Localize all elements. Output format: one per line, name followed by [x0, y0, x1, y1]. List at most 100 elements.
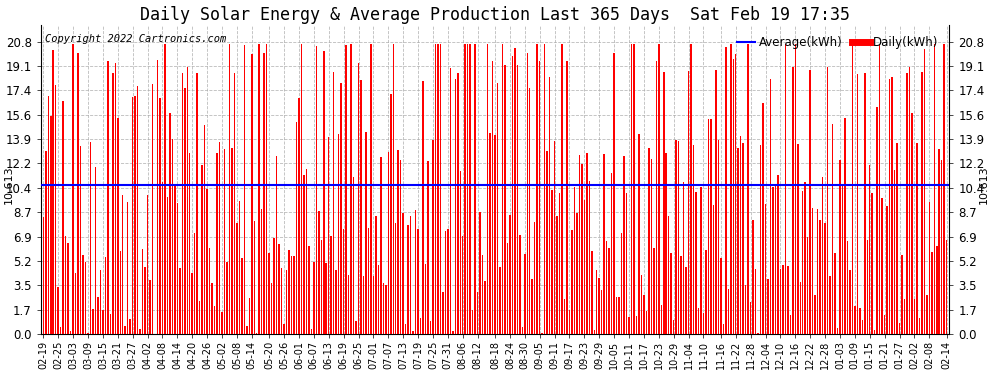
Bar [380, 157, 381, 334]
Bar [80, 146, 81, 334]
Bar [166, 197, 168, 334]
Bar [318, 211, 320, 334]
Bar [219, 142, 220, 334]
Bar [85, 262, 86, 334]
Bar [744, 285, 746, 334]
Bar [514, 48, 516, 334]
Bar [742, 143, 743, 334]
Bar [842, 186, 843, 334]
Bar [288, 250, 290, 334]
Bar [901, 255, 903, 334]
Bar [772, 188, 774, 334]
Bar [759, 145, 761, 334]
Bar [445, 231, 446, 334]
Bar [678, 141, 679, 334]
Bar [127, 202, 129, 334]
Bar [306, 169, 307, 334]
Bar [777, 175, 779, 334]
Bar [184, 88, 185, 334]
Bar [645, 310, 647, 334]
Bar [787, 266, 789, 334]
Bar [537, 44, 538, 334]
Bar [239, 201, 241, 334]
Bar [754, 269, 756, 334]
Bar [105, 257, 106, 334]
Bar [336, 270, 337, 334]
Bar [268, 253, 270, 334]
Bar [110, 314, 111, 334]
Bar [382, 283, 384, 334]
Bar [703, 313, 704, 334]
Bar [889, 79, 890, 334]
Bar [896, 144, 898, 334]
Bar [563, 298, 565, 334]
Bar [532, 279, 533, 334]
Bar [402, 213, 404, 334]
Bar [298, 98, 300, 334]
Bar [438, 44, 439, 334]
Bar [55, 85, 56, 334]
Bar [770, 79, 771, 334]
Bar [810, 70, 811, 334]
Bar [296, 122, 297, 334]
Bar [115, 63, 116, 334]
Bar [851, 44, 853, 334]
Bar [472, 310, 473, 334]
Bar [924, 50, 925, 334]
Bar [251, 54, 252, 334]
Bar [362, 276, 364, 334]
Bar [911, 113, 913, 334]
Bar [675, 140, 677, 334]
Bar [690, 44, 692, 334]
Bar [546, 152, 547, 334]
Bar [494, 135, 496, 334]
Bar [795, 44, 796, 334]
Bar [611, 173, 613, 334]
Bar [775, 185, 776, 334]
Bar [479, 212, 481, 334]
Bar [698, 308, 699, 334]
Bar [866, 240, 868, 334]
Bar [904, 299, 905, 334]
Bar [418, 229, 419, 334]
Bar [599, 278, 600, 334]
Bar [648, 148, 649, 334]
Bar [583, 201, 585, 334]
Bar [171, 139, 173, 334]
Bar [906, 73, 908, 334]
Bar [929, 202, 930, 334]
Bar [469, 44, 471, 334]
Bar [156, 60, 158, 334]
Bar [102, 310, 104, 334]
Bar [891, 77, 893, 334]
Bar [221, 312, 223, 334]
Bar [621, 233, 623, 334]
Bar [100, 270, 101, 334]
Bar [443, 292, 444, 334]
Bar [43, 217, 45, 334]
Bar [695, 192, 697, 334]
Bar [350, 44, 351, 334]
Text: 10.613: 10.613 [979, 166, 989, 204]
Bar [725, 48, 727, 334]
Bar [194, 233, 195, 334]
Bar [820, 220, 821, 334]
Bar [244, 45, 246, 334]
Bar [492, 61, 493, 334]
Bar [338, 134, 340, 334]
Bar [145, 267, 146, 334]
Bar [596, 270, 598, 334]
Bar [660, 305, 662, 334]
Bar [484, 281, 486, 334]
Bar [140, 329, 141, 334]
Bar [355, 321, 356, 334]
Bar [467, 44, 468, 334]
Bar [802, 191, 804, 334]
Bar [227, 262, 228, 334]
Bar [216, 153, 218, 334]
Bar [286, 270, 287, 334]
Bar [70, 331, 71, 334]
Bar [504, 65, 506, 334]
Bar [668, 216, 669, 334]
Bar [650, 159, 652, 334]
